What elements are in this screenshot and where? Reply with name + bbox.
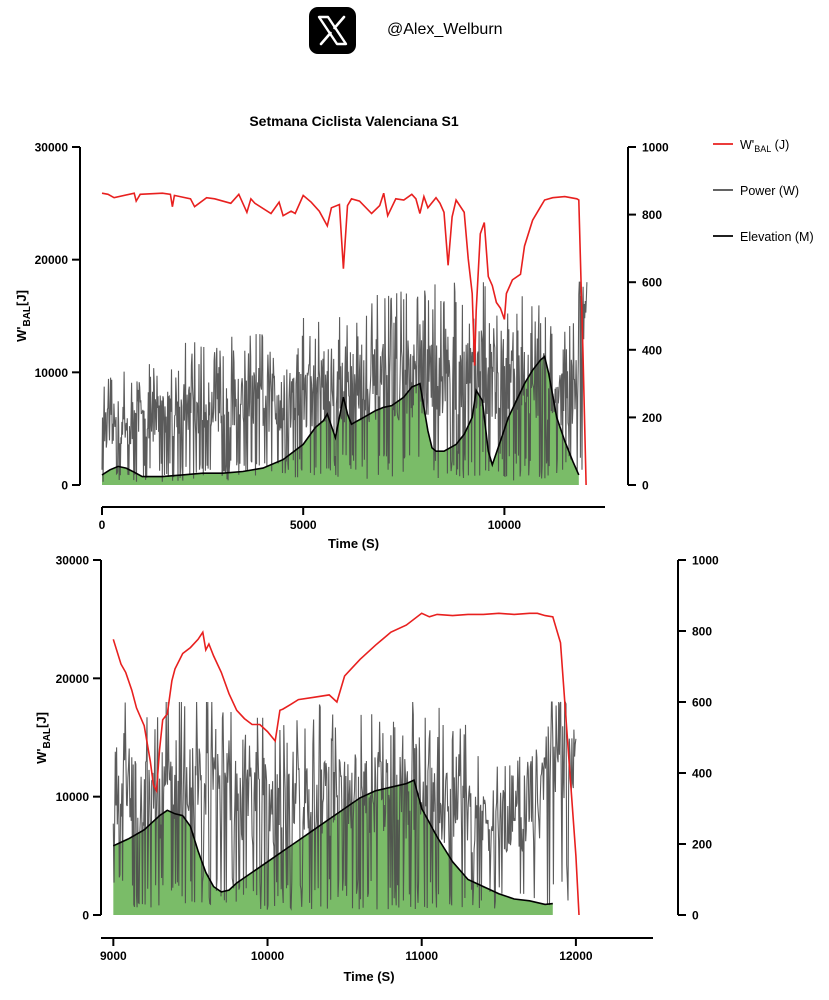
x-tick-label: 10000 bbox=[251, 949, 285, 963]
right-y-tick-label: 800 bbox=[642, 208, 662, 222]
elevation-line bbox=[101, 355, 580, 478]
right-y-tick-label: 1000 bbox=[692, 554, 719, 568]
author-handle[interactable]: @Alex_Welburn bbox=[387, 21, 503, 38]
right-y-tick-label: 400 bbox=[692, 767, 712, 781]
wbal-line bbox=[112, 612, 580, 916]
x-tick-label: 9000 bbox=[100, 949, 127, 963]
y-axis-label: W'BAL[J] bbox=[34, 712, 53, 764]
right-y-tick-label: 600 bbox=[692, 696, 712, 710]
y-axis-label: W'BAL[J] bbox=[14, 290, 33, 342]
right-y-tick-label: 0 bbox=[642, 479, 649, 493]
power-line bbox=[112, 701, 577, 911]
left-y-tick-label: 20000 bbox=[56, 672, 90, 686]
right-y-tick-label: 800 bbox=[692, 625, 712, 639]
left-y-tick-label: 0 bbox=[61, 479, 68, 493]
right-y-tick-label: 200 bbox=[642, 411, 662, 425]
left-y-tick-label: 10000 bbox=[35, 366, 69, 380]
x-tick-label: 12000 bbox=[559, 949, 593, 963]
legend: W'BAL (J) Power (W) Elevation (M) bbox=[713, 138, 814, 244]
wbal-line bbox=[101, 192, 587, 486]
x-logo-icon[interactable] bbox=[309, 7, 356, 54]
legend-label: W'BAL (J) bbox=[740, 138, 789, 154]
header: @Alex_Welburn bbox=[0, 0, 829, 70]
legend-label: Power (W) bbox=[740, 184, 799, 198]
chart-title: Setmana Ciclista Valenciana S1 bbox=[249, 113, 459, 129]
right-y-tick-label: 0 bbox=[692, 909, 699, 923]
right-y-tick-label: 600 bbox=[642, 276, 662, 290]
left-y-tick-label: 20000 bbox=[35, 253, 69, 267]
left-y-tick-label: 10000 bbox=[56, 790, 90, 804]
x-tick-label: 0 bbox=[99, 518, 106, 532]
power-line bbox=[101, 281, 588, 482]
right-y-tick-label: 400 bbox=[642, 343, 662, 357]
elevation-line bbox=[112, 778, 553, 906]
left-y-tick-label: 30000 bbox=[56, 554, 90, 568]
elevation-area bbox=[113, 780, 553, 915]
left-y-tick-label: 30000 bbox=[35, 141, 69, 155]
right-y-tick-label: 1000 bbox=[642, 141, 669, 155]
x-tick-label: 10000 bbox=[488, 518, 522, 532]
legend-label: Elevation (M) bbox=[740, 230, 814, 244]
x-axis-label: Time (S) bbox=[328, 536, 379, 551]
right-y-tick-label: 200 bbox=[692, 838, 712, 852]
x-axis-label: Time (S) bbox=[343, 969, 394, 984]
x-tick-label: 5000 bbox=[290, 518, 317, 532]
chart-bottom: 0 10000 20000 30000 0 200 400 600 800 1000 9000 100… bbox=[34, 554, 719, 985]
x-tick-label: 11000 bbox=[405, 949, 438, 963]
left-y-tick-label: 0 bbox=[82, 909, 89, 923]
